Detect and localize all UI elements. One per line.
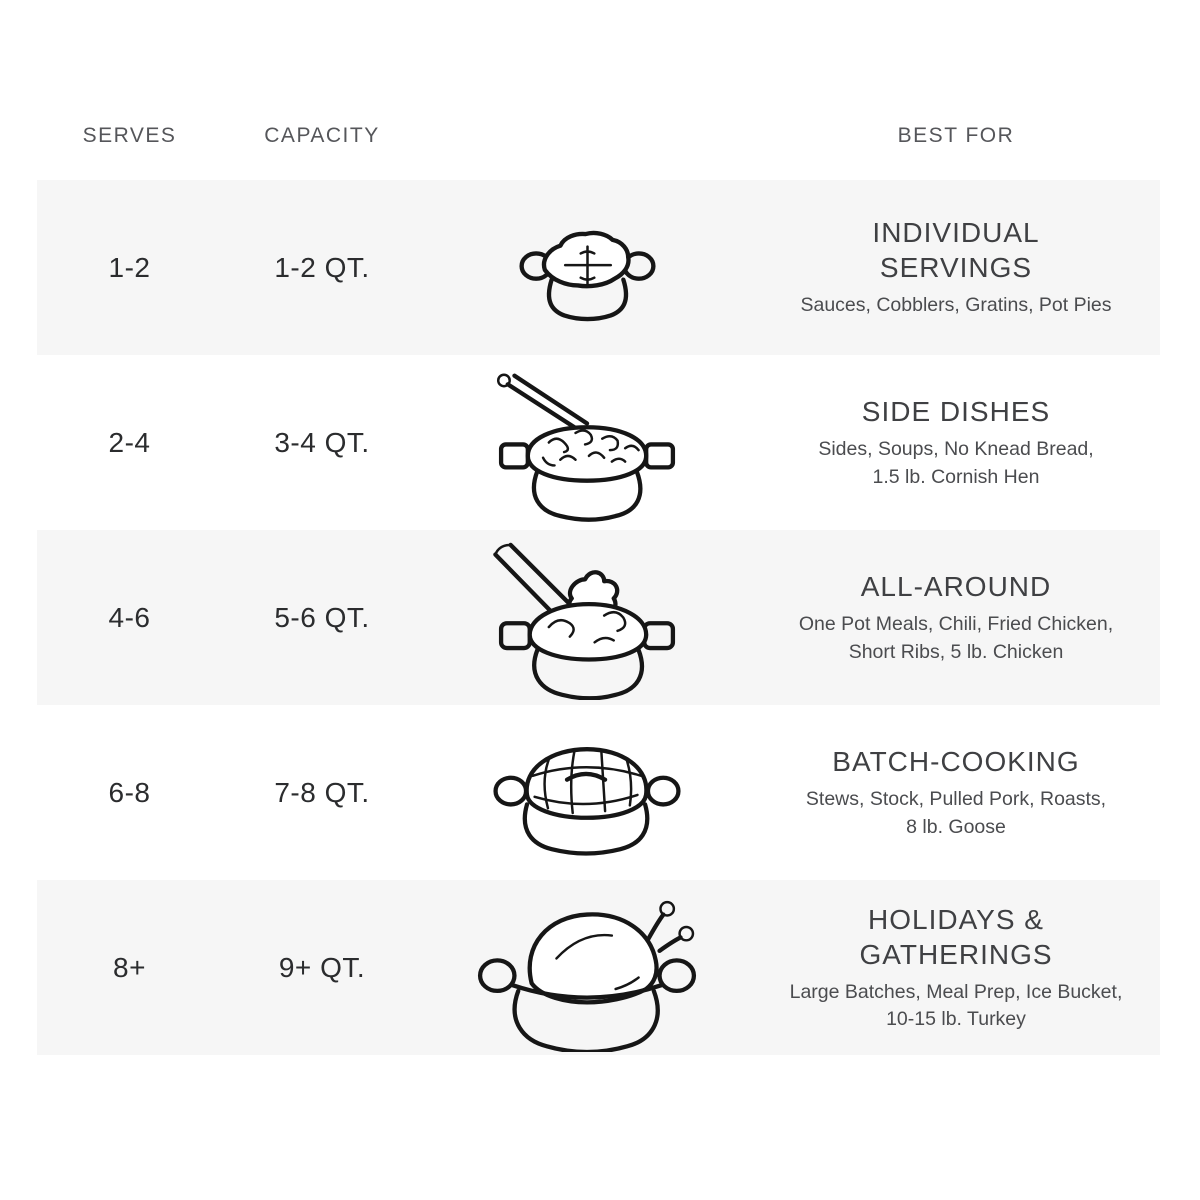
- best-for-title: ALL-AROUND: [860, 571, 1052, 603]
- pot-with-turkey-icon: [422, 880, 752, 1055]
- table-row: 8+ 9+ QT. HOLIDAYS & GATHE: [37, 880, 1160, 1055]
- table-row: 6-8 7-8 QT. BATCH-COOKING: [37, 705, 1160, 880]
- table-row: 4-6 5-6 QT. ALL-AROUND: [37, 530, 1160, 705]
- best-for-title: SIDE DISHES: [861, 396, 1051, 428]
- serves-value: 6-8: [108, 776, 151, 808]
- column-header-serves: SERVES: [82, 124, 177, 147]
- capacity-value: 9+ QT.: [278, 951, 366, 983]
- serves-value: 4-6: [108, 601, 151, 633]
- pot-with-spoon-icon: [422, 355, 752, 530]
- best-for-detail: Sides, Soups, No Knead Bread, 1.5 lb. Co…: [818, 438, 1094, 488]
- table-row: 1-2 1-2 QT. INDIVIDUAL SERVINGS Sauces, …: [37, 180, 1160, 355]
- best-for-title: HOLIDAYS & GATHERINGS: [859, 903, 1053, 970]
- best-for-detail: Stews, Stock, Pulled Pork, Roasts, 8 lb.…: [805, 788, 1107, 838]
- pot-with-tongs-icon: [422, 530, 752, 705]
- capacity-value: 5-6 QT.: [274, 601, 370, 633]
- size-table: 1-2 1-2 QT. INDIVIDUAL SERVINGS Sauces, …: [37, 180, 1160, 1055]
- best-for-detail: Large Batches, Meal Prep, Ice Bucket, 10…: [789, 980, 1123, 1030]
- column-header-best-for: BEST FOR: [897, 124, 1015, 147]
- pot-with-roast-icon: [422, 705, 752, 880]
- capacity-value: 1-2 QT.: [274, 251, 370, 283]
- serves-value: 8+: [113, 951, 146, 983]
- capacity-value: 7-8 QT.: [274, 776, 370, 808]
- best-for-detail: One Pot Meals, Chili, Fried Chicken, Sho…: [798, 613, 1114, 663]
- column-header-capacity: CAPACITY: [264, 124, 380, 147]
- best-for-cell: INDIVIDUAL SERVINGS Sauces, Cobblers, Gr…: [752, 215, 1160, 319]
- best-for-cell: SIDE DISHES Sides, Soups, No Knead Bread…: [752, 394, 1160, 491]
- pot-pie-icon: [422, 180, 752, 355]
- serves-value: 2-4: [108, 426, 151, 458]
- table-row: 2-4 3-4 QT.: [37, 355, 1160, 530]
- best-for-cell: HOLIDAYS & GATHERINGS Large Batches, Mea…: [752, 902, 1160, 1034]
- best-for-title: BATCH-COOKING: [832, 746, 1080, 778]
- best-for-cell: ALL-AROUND One Pot Meals, Chili, Fried C…: [752, 569, 1160, 666]
- column-headers: SERVES CAPACITY BEST FOR: [37, 118, 1160, 154]
- serves-value: 1-2: [108, 251, 151, 283]
- capacity-value: 3-4 QT.: [274, 426, 370, 458]
- best-for-cell: BATCH-COOKING Stews, Stock, Pulled Pork,…: [752, 744, 1160, 841]
- best-for-title: INDIVIDUAL SERVINGS: [872, 217, 1040, 284]
- best-for-detail: Sauces, Cobblers, Gratins, Pot Pies: [800, 294, 1112, 317]
